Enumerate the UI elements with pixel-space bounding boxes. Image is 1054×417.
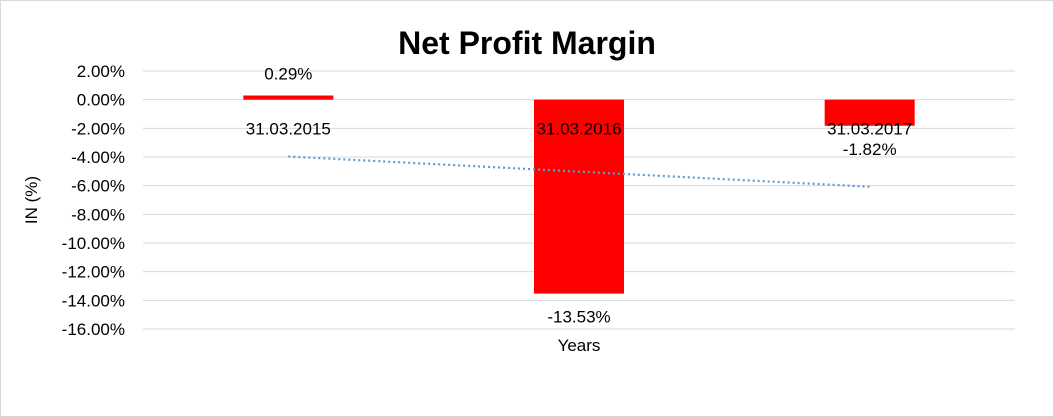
y-tick-label: -14.00% bbox=[62, 291, 125, 310]
x-tick-label: 31.03.2017 bbox=[827, 120, 912, 139]
y-tick-label: 2.00% bbox=[77, 62, 125, 81]
data-label: -13.53% bbox=[547, 308, 610, 327]
bar-31.03.2015 bbox=[243, 95, 334, 100]
bar-31.03.2017 bbox=[824, 99, 915, 126]
x-tick-label: 31.03.2015 bbox=[246, 120, 331, 139]
data-label: 0.29% bbox=[264, 65, 312, 84]
y-tick-label: -6.00% bbox=[71, 177, 125, 196]
y-axis-label: IN (%) bbox=[22, 176, 41, 224]
y-tick-label: -8.00% bbox=[71, 205, 125, 224]
y-tick-label: -4.00% bbox=[71, 148, 125, 167]
trendline bbox=[288, 155, 870, 188]
y-tick-label: -12.00% bbox=[62, 263, 125, 282]
bar-31.03.2016 bbox=[534, 99, 624, 294]
y-tick-label: 0.00% bbox=[77, 91, 125, 110]
data-label: -1.82% bbox=[843, 140, 897, 159]
x-tick-label: 31.03.2016 bbox=[536, 120, 621, 139]
x-axis-label: Years bbox=[558, 336, 601, 355]
y-tick-label: -10.00% bbox=[62, 234, 125, 253]
chart-title: Net Profit Margin bbox=[398, 25, 656, 61]
y-tick-label: -16.00% bbox=[62, 320, 125, 339]
y-tick-label: -2.00% bbox=[71, 119, 125, 138]
